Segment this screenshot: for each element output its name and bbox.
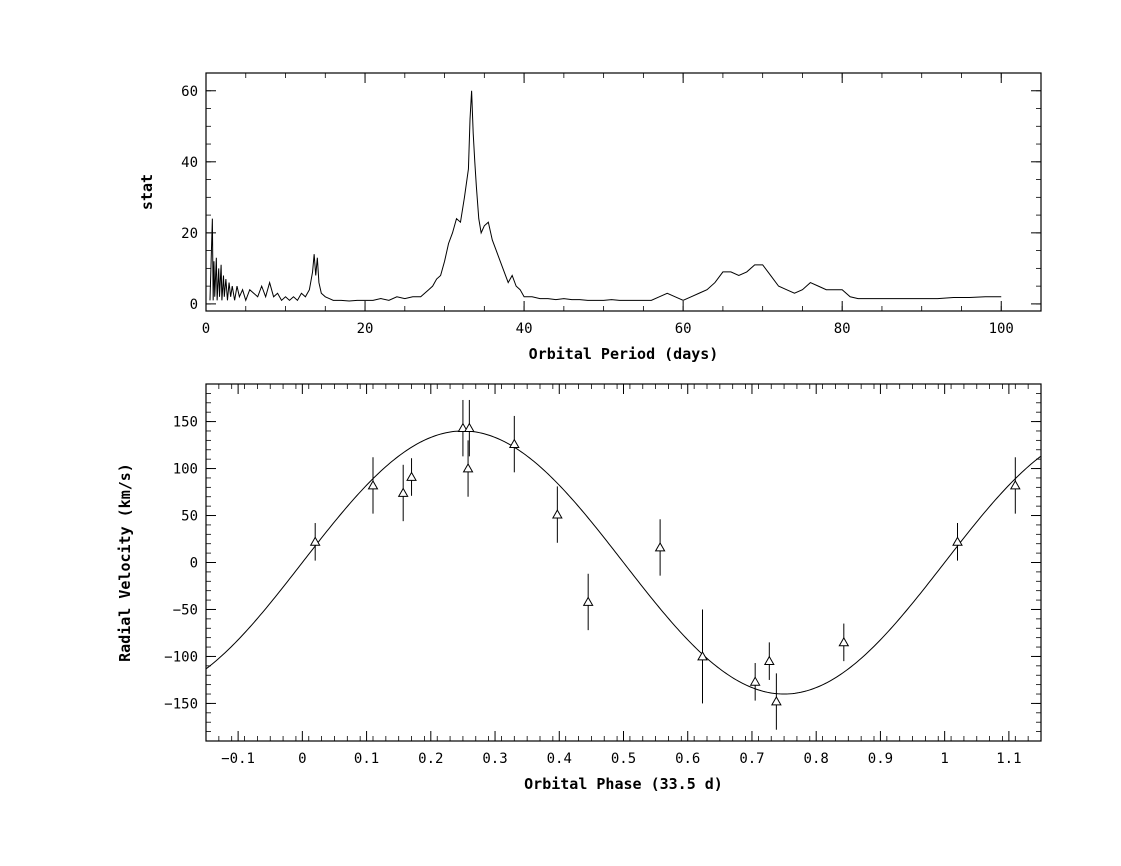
triangle-marker	[406, 471, 417, 481]
data-point	[952, 523, 963, 561]
y-tick-label: 50	[181, 509, 198, 525]
y-tick-label: 20	[181, 226, 198, 242]
y-tick-label: 100	[173, 462, 198, 478]
y-tick-label: 150	[173, 415, 198, 431]
y-tick-label: 0	[190, 297, 198, 313]
data-point	[397, 464, 409, 522]
triangle-marker	[763, 655, 775, 666]
x-tick-label: 1.1	[996, 751, 1021, 767]
x-tick-label: 0.9	[868, 751, 893, 767]
x-tick-label: 80	[834, 321, 851, 337]
x-tick-label: 0.1	[354, 751, 379, 767]
y-tick-label: 0	[190, 556, 198, 572]
y-tick-label: −50	[173, 602, 198, 618]
y-axis-label: Radial Velocity (km/s)	[116, 463, 134, 662]
data-point	[406, 458, 417, 496]
triangle-marker	[508, 438, 520, 449]
x-tick-label: 0.3	[482, 751, 507, 767]
data-point	[654, 519, 666, 576]
y-axis-label: stat	[138, 174, 156, 210]
sine-fit-curve	[205, 430, 1042, 695]
triangle-marker	[749, 676, 761, 686]
triangle-marker	[582, 596, 594, 606]
x-tick-label: 100	[989, 321, 1014, 337]
data-point	[582, 573, 594, 631]
x-tick-label: 0.8	[804, 751, 829, 767]
data-point	[838, 623, 850, 662]
triangle-marker	[697, 650, 708, 661]
x-tick-label: −0.1	[221, 751, 255, 767]
triangle-marker	[367, 479, 379, 490]
x-tick-label: 0.5	[611, 751, 636, 767]
triangle-marker	[397, 487, 409, 497]
data-point	[457, 399, 469, 457]
x-tick-label: 0.7	[739, 751, 764, 767]
x-tick-label: 0.2	[418, 751, 443, 767]
y-tick-label: 60	[181, 84, 198, 100]
triangle-marker	[457, 422, 469, 433]
data-point	[309, 523, 321, 561]
y-tick-label: −100	[164, 649, 198, 665]
triangle-marker	[551, 509, 563, 519]
x-tick-label: 0.6	[675, 751, 700, 767]
x-tick-label: 1	[940, 751, 948, 767]
triangle-marker	[952, 536, 963, 546]
data-point	[462, 440, 474, 497]
data-point	[551, 486, 563, 543]
y-tick-label: 40	[181, 155, 198, 171]
x-tick-label: 40	[516, 321, 533, 337]
triangle-marker	[838, 636, 850, 647]
periodogram-panel: 0 20 40 60 80 100 0 20 40 60 Orbital Period (days)…	[138, 72, 1042, 363]
x-tick-label: 20	[357, 321, 374, 337]
triangle-marker	[771, 696, 782, 706]
triangle-marker	[309, 536, 321, 546]
x-tick-label: 0.4	[547, 751, 572, 767]
x-tick-label: 0	[202, 321, 210, 337]
triangle-marker	[462, 463, 474, 473]
data-point	[763, 642, 775, 680]
data-point	[367, 457, 379, 514]
periodogram-line	[209, 90, 1002, 302]
x-axis-label: Orbital Period (days)	[529, 345, 719, 363]
plot-frame	[205, 72, 1042, 312]
data-point	[463, 399, 475, 457]
x-tick-label: 60	[675, 321, 692, 337]
data-point	[697, 609, 708, 704]
data-point	[508, 415, 520, 473]
data-point	[1009, 457, 1021, 514]
x-tick-label: 0	[298, 751, 306, 767]
radial-velocity-panel: −0.1 0 0.1 0.2 0.3 0.4 0.5 0.6 0.7 0.8 0.9 1 1.1 −150…	[116, 383, 1042, 793]
triangle-marker	[1009, 479, 1021, 490]
y-tick-label: −150	[164, 696, 198, 712]
triangle-marker	[654, 541, 666, 552]
data-point	[771, 673, 782, 730]
triangle-marker	[463, 422, 475, 433]
x-axis-label: Orbital Phase (33.5 d)	[524, 775, 723, 793]
data-point	[749, 663, 761, 701]
